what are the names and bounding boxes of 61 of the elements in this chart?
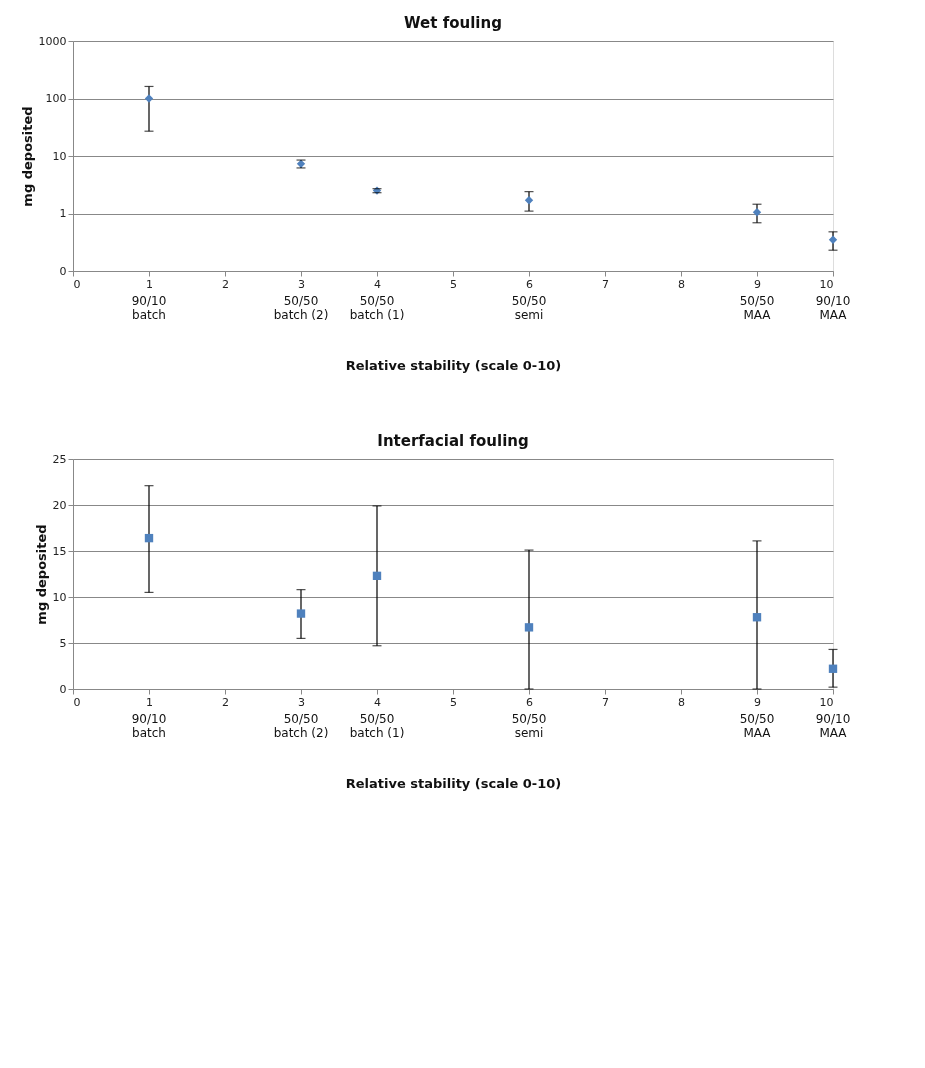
text: 50/50 semi <box>511 294 547 322</box>
x-tick-label: 5 <box>450 695 457 709</box>
point <box>828 235 838 244</box>
text: 50/50 batch (2) <box>273 712 329 740</box>
y-tick-label: 15 <box>52 544 67 558</box>
chart-title: Interfacial fouling <box>377 432 529 450</box>
point <box>524 623 534 632</box>
point <box>144 533 154 543</box>
y-axis-title: mg deposited <box>19 106 35 207</box>
x-tick-label: 4 <box>374 695 381 709</box>
text: 50/50 MAA <box>739 294 775 322</box>
point <box>828 664 838 673</box>
x-tick-label: 10 <box>819 695 834 709</box>
point <box>752 208 762 217</box>
text: 90/10 MAA <box>815 294 851 322</box>
point <box>372 571 382 581</box>
x-tick-label: 3 <box>298 695 305 709</box>
text: 50/50 batch (1) <box>349 294 405 322</box>
y-tick-label: 5 <box>59 636 67 650</box>
y-tick-label: 0 <box>59 264 67 278</box>
point <box>752 613 762 622</box>
x-tick-label: 6 <box>526 695 533 709</box>
point <box>296 609 306 618</box>
text: 90/10 batch <box>131 712 167 740</box>
x-tick-label: 10 <box>819 277 834 291</box>
y-axis-title: mg deposited <box>33 524 49 625</box>
y-tick-label: 10 <box>52 149 67 163</box>
x-tick-label: 9 <box>754 695 761 709</box>
x-tick-label: 5 <box>450 277 457 291</box>
x-tick-label: 7 <box>602 695 609 709</box>
x-tick-label: 9 <box>754 277 761 291</box>
text: 50/50 MAA <box>739 712 775 740</box>
x-tick-label: 6 <box>526 277 533 291</box>
x-tick-label: 0 <box>73 695 81 709</box>
point <box>144 94 154 103</box>
y-tick-label: 25 <box>52 452 67 466</box>
y-tick-label: 1000 <box>38 34 67 48</box>
y-tick-label: 10 <box>52 590 67 604</box>
chart-title: Wet fouling <box>404 14 502 32</box>
x-tick-label: 1 <box>146 277 153 291</box>
text: 90/10 batch <box>131 294 167 322</box>
point <box>524 196 534 205</box>
x-tick-label: 8 <box>678 695 685 709</box>
x-tick-label: 1 <box>146 695 153 709</box>
text: 50/50 semi <box>511 712 547 740</box>
y-tick-label: 100 <box>45 92 67 105</box>
x-tick-label: 0 <box>73 277 81 291</box>
x-tick-label: 4 <box>374 277 381 291</box>
text: 50/50 batch (2) <box>273 294 329 322</box>
text: 90/10 MAA <box>815 712 851 740</box>
x-tick-label: 2 <box>222 277 229 291</box>
x-axis-title: Relative stability (scale 0-10) <box>345 357 562 373</box>
x-tick-label: 7 <box>602 277 609 291</box>
x-axis-title: Relative stability (scale 0-10) <box>345 775 562 791</box>
x-tick-label: 3 <box>298 277 305 291</box>
y-tick-label: 20 <box>52 498 67 512</box>
y-tick-label: 0 <box>59 682 67 696</box>
x-tick-label: 2 <box>222 695 229 709</box>
y-tick-label: 1 <box>59 207 67 220</box>
text: 50/50 batch (1) <box>349 712 405 740</box>
x-tick-label: 8 <box>678 277 685 291</box>
